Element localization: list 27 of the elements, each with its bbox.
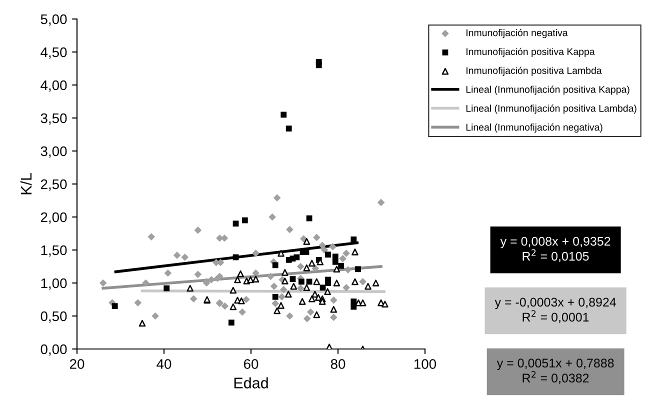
- legend-label: Lineal (Inmunofijación positiva Kappa): [466, 86, 630, 95]
- legend-label: Lineal (Inmunofijación positiva Lambda): [466, 104, 636, 114]
- y-tick-label: 1,00: [41, 278, 67, 290]
- y-tick-label: 2,50: [40, 179, 67, 191]
- legend-label: Lineal (Inmunofijación negativa): [466, 123, 602, 133]
- x-tick-label: 100: [414, 359, 436, 369]
- y-tick-label: 4,50: [40, 47, 67, 59]
- y-tick-label: 0,50: [40, 311, 67, 323]
- x-tick-label: 80: [330, 359, 346, 369]
- y-axis-title: K/L: [20, 173, 32, 194]
- y-tick-label: 1,50: [41, 245, 67, 257]
- text: y = 0,008x + 0,9352 R$^{2}$ = 0,0105: [500, 236, 610, 262]
- y-tick-label: 3,00: [40, 146, 67, 158]
- y-tick-label: 2,00: [40, 212, 67, 224]
- y-tick-label: 5,00: [40, 14, 67, 26]
- y-tick-label: 4,00: [40, 80, 67, 92]
- legend-label: Inmunofijación negativa: [466, 28, 568, 38]
- text: y = 0,0051x + 0,7888 R$^{2}$ = 0,0382: [496, 358, 614, 384]
- text: y = -0,0003x + 0,8924 R$^{2}$ = 0,0001: [494, 298, 616, 324]
- x-tick-label: 20: [70, 359, 84, 369]
- legend-label: Inmunofijación positiva Lambda: [466, 66, 602, 76]
- x-axis-title: Edad: [234, 377, 268, 388]
- x-tick-label: 40: [156, 359, 172, 369]
- legend-label: Inmunofijación positiva Kappa: [466, 48, 595, 58]
- y-tick-label: 0,00: [40, 344, 67, 356]
- x-tick-label: 60: [244, 359, 258, 369]
- y-tick-label: 3,50: [40, 113, 67, 125]
